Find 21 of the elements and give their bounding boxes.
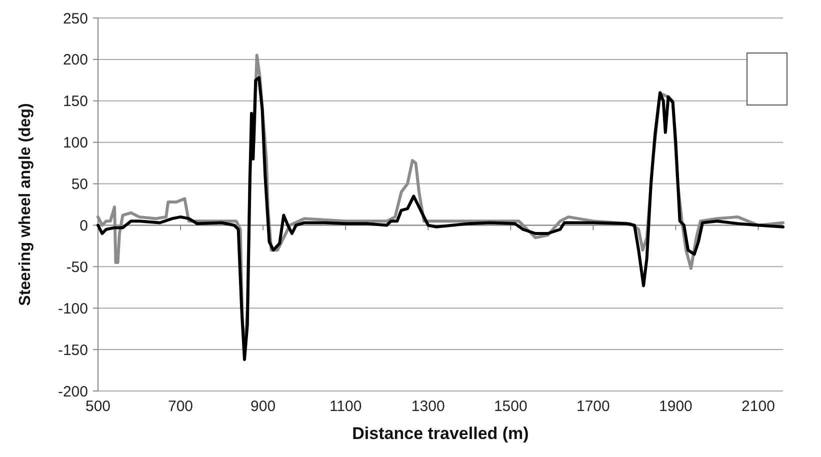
x-tick-label: 700 xyxy=(168,398,194,415)
x-tick-label: 1900 xyxy=(659,398,692,415)
y-tick-label: -150 xyxy=(58,342,88,359)
x-axis-title: Distance travelled (m) xyxy=(352,424,529,443)
y-tick-label: 100 xyxy=(62,134,88,152)
x-tick-label: 1700 xyxy=(576,398,610,415)
x-tick-label: 1100 xyxy=(329,398,362,415)
x-tick-label: 900 xyxy=(250,398,276,415)
y-axis-title: Steering wheel angle (deg) xyxy=(17,103,34,306)
y-tick-label: 0 xyxy=(80,217,88,234)
x-tick-label: 1500 xyxy=(494,398,528,415)
y-tick-label: 150 xyxy=(62,93,88,110)
y-tick-label: 200 xyxy=(62,52,88,69)
y-tick-label: -50 xyxy=(66,258,88,276)
y-tick-label: 250 xyxy=(62,10,88,28)
x-tick-label: 500 xyxy=(85,398,111,415)
x-tick-label: 2100 xyxy=(742,398,775,415)
y-tick-label: -200 xyxy=(58,383,88,400)
x-tick-label: 1300 xyxy=(411,398,445,415)
y-tick-label: -100 xyxy=(58,300,88,318)
y-tick-label: 50 xyxy=(71,176,88,194)
